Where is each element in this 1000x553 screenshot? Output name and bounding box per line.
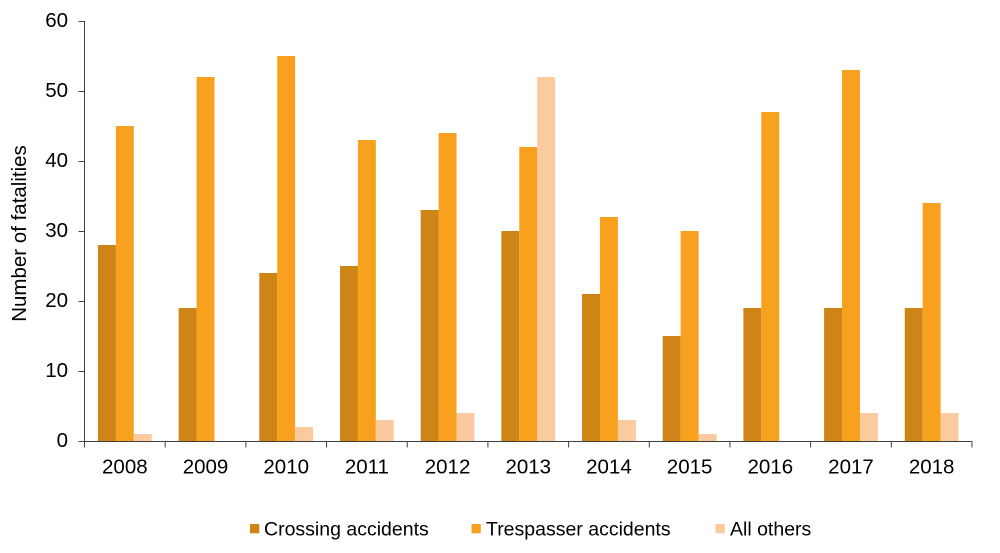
svg-text:Number of fatalities: Number of fatalities [8, 145, 31, 322]
svg-text:2015: 2015 [667, 455, 713, 478]
svg-text:2009: 2009 [183, 455, 229, 478]
svg-text:50: 50 [45, 79, 68, 102]
svg-text:All others: All others [730, 519, 812, 541]
svg-text:2010: 2010 [263, 455, 309, 478]
svg-text:2011: 2011 [345, 455, 389, 478]
svg-text:0: 0 [57, 429, 68, 452]
svg-text:Trespasser accidents: Trespasser accidents [486, 519, 671, 541]
svg-text:30: 30 [45, 219, 68, 242]
svg-text:2008: 2008 [102, 455, 148, 478]
svg-text:20: 20 [45, 289, 68, 312]
svg-text:60: 60 [45, 9, 68, 32]
svg-text:40: 40 [45, 149, 68, 172]
svg-text:2013: 2013 [505, 455, 551, 478]
svg-text:2018: 2018 [909, 455, 955, 478]
svg-text:2017: 2017 [828, 455, 874, 478]
svg-text:10: 10 [45, 359, 68, 382]
svg-text:Crossing accidents: Crossing accidents [264, 519, 429, 541]
svg-text:2016: 2016 [747, 455, 793, 478]
svg-text:2014: 2014 [586, 455, 632, 478]
svg-text:2012: 2012 [425, 455, 471, 478]
